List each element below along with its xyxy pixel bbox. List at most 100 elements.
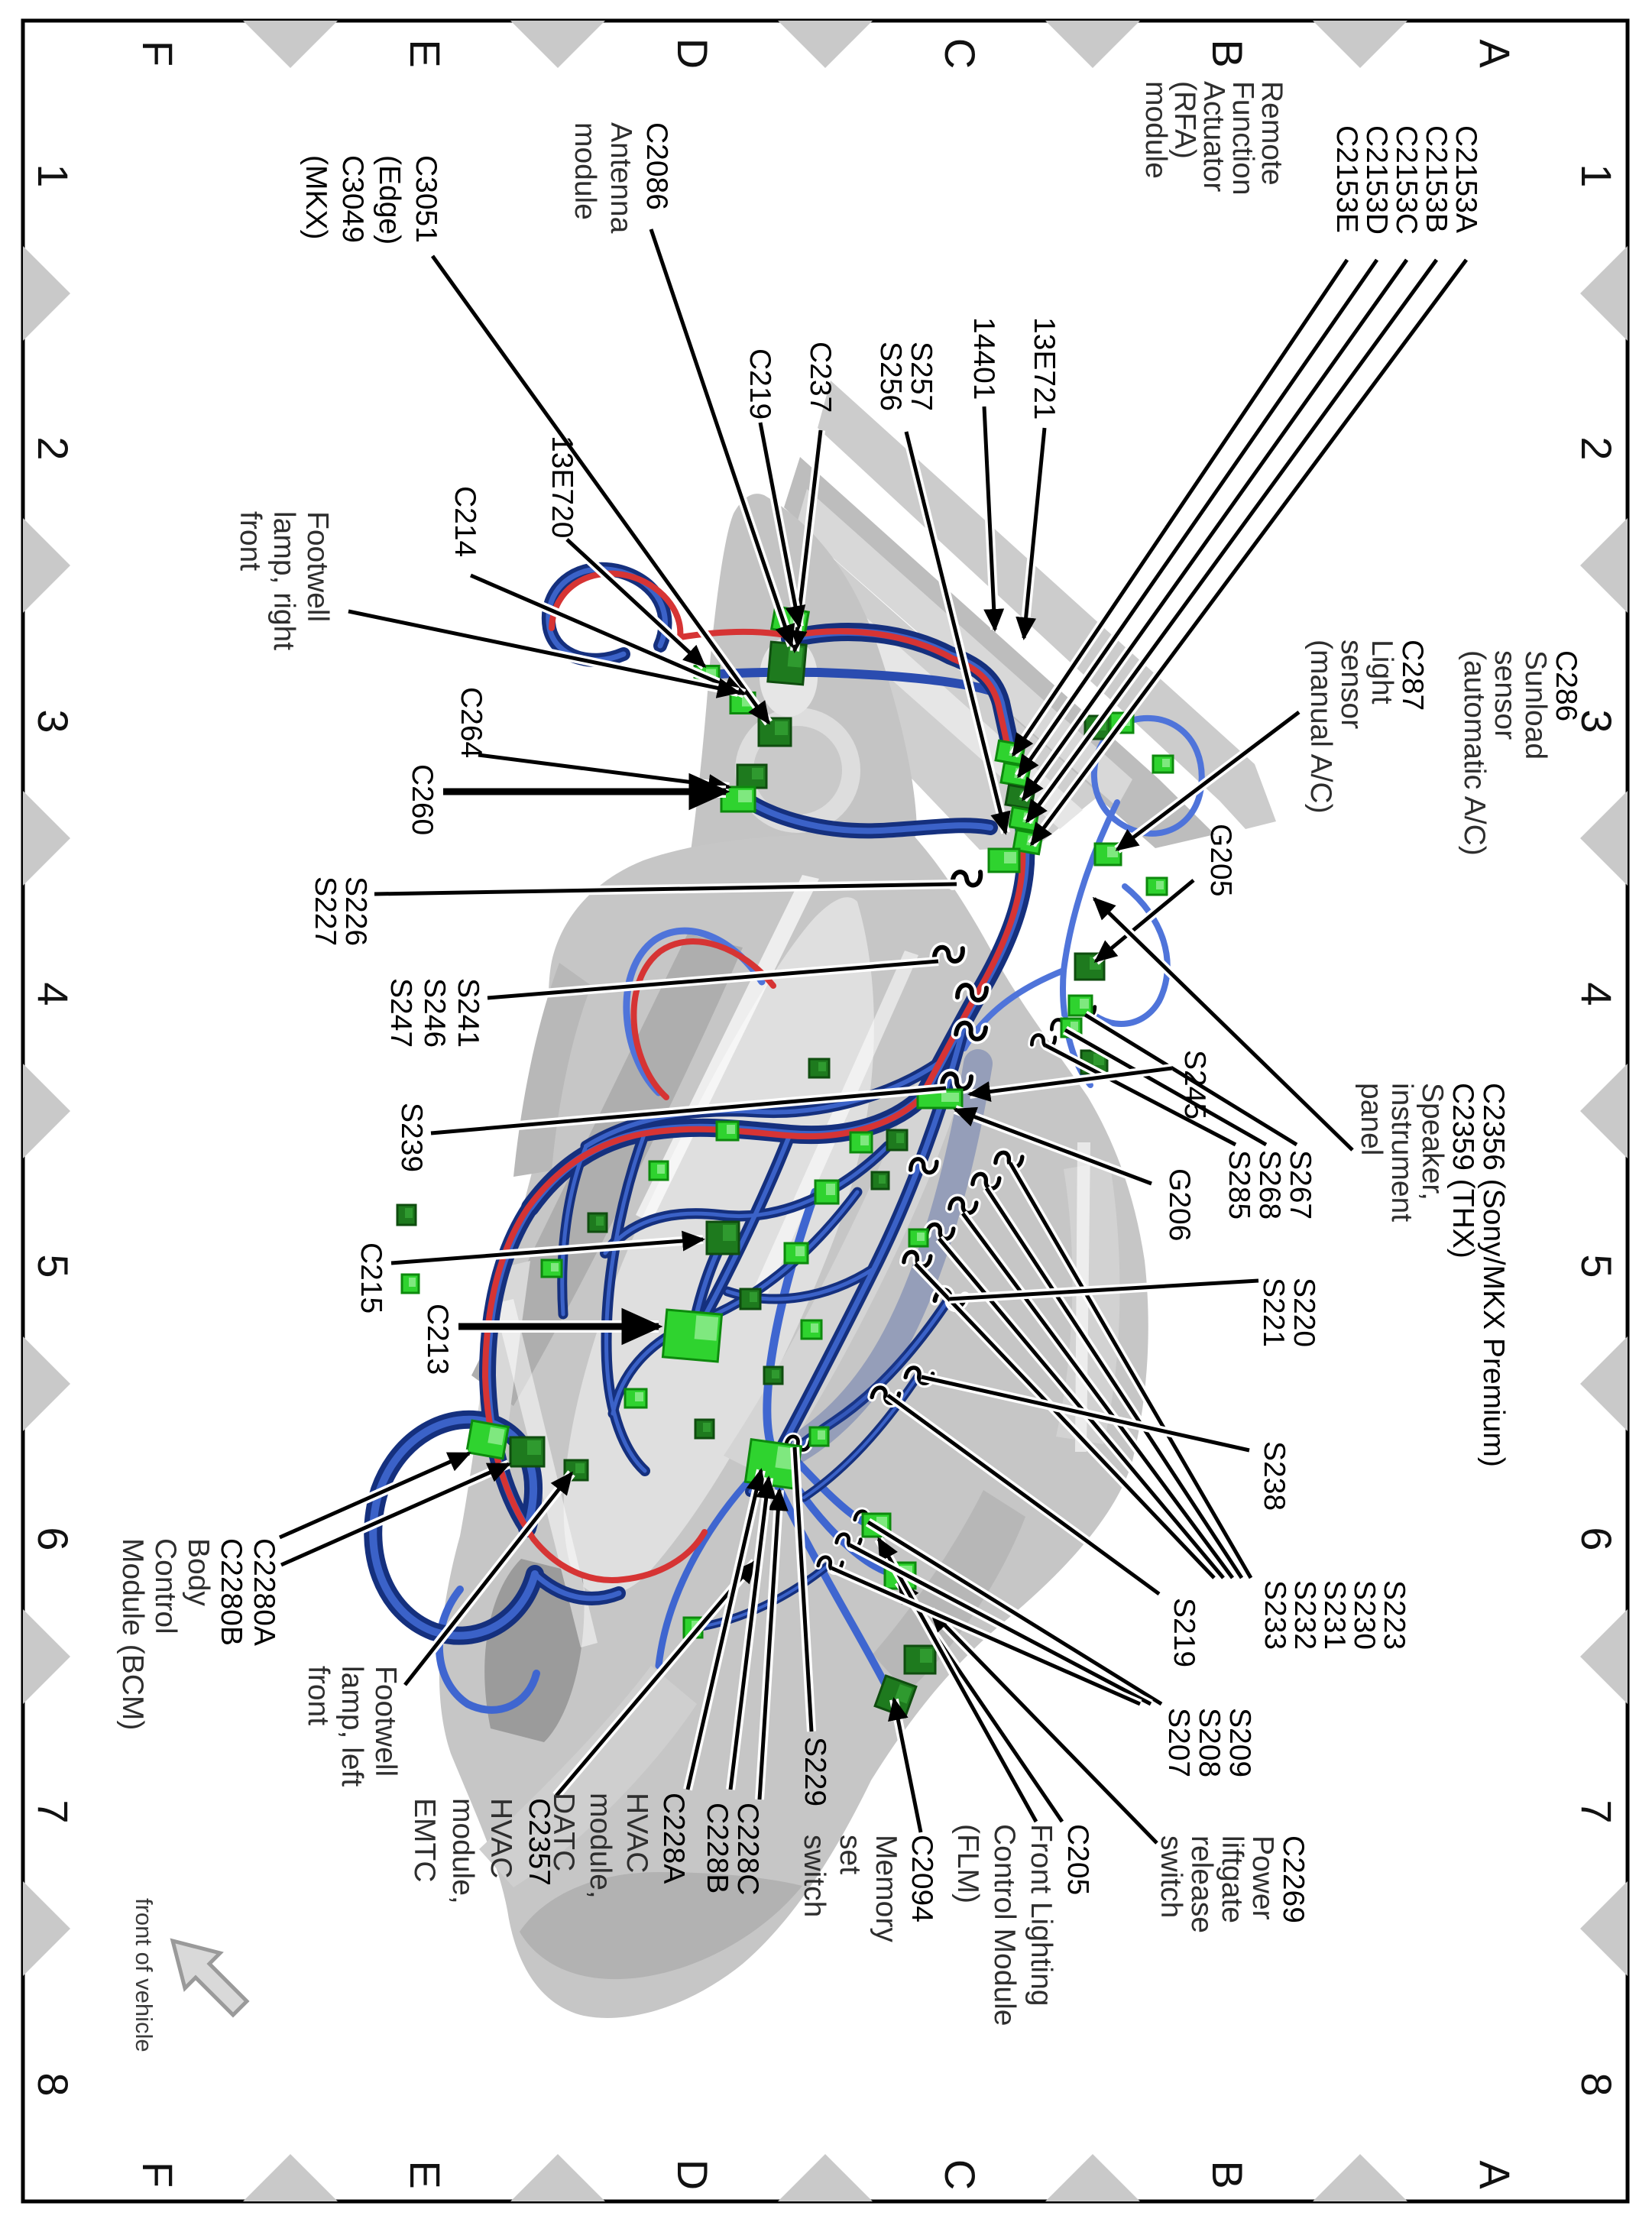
svg-text:B: B (1203, 39, 1252, 67)
svg-text:front of vehicle: front of vehicle (131, 1898, 157, 2052)
svg-text:C2153C: C2153C (1390, 125, 1423, 235)
svg-text:Function: Function (1226, 81, 1259, 196)
svg-text:C2280B: C2280B (215, 1538, 248, 1646)
svg-text:C2153E: C2153E (1330, 125, 1363, 233)
svg-text:C2280A: C2280A (248, 1538, 280, 1646)
svg-text:(RFA): (RFA) (1168, 81, 1201, 159)
svg-text:1: 1 (29, 164, 77, 187)
svg-text:D: D (669, 38, 717, 69)
svg-text:Body: Body (182, 1538, 215, 1606)
svg-text:module,: module, (446, 1798, 479, 1904)
svg-text:S226: S226 (339, 876, 372, 946)
svg-text:S219: S219 (1168, 1598, 1200, 1667)
svg-text:S223: S223 (1378, 1580, 1411, 1650)
svg-text:S220: S220 (1288, 1278, 1320, 1347)
svg-text:S245: S245 (1178, 1050, 1211, 1119)
svg-text:module: module (568, 122, 601, 220)
svg-text:G205: G205 (1204, 824, 1237, 896)
svg-text:4: 4 (1573, 982, 1621, 1006)
svg-text:instrument: instrument (1385, 1083, 1418, 1222)
svg-text:C228A: C228A (657, 1793, 690, 1884)
svg-text:C260: C260 (406, 764, 439, 835)
svg-text:C2153B: C2153B (1420, 125, 1453, 233)
svg-text:2: 2 (1573, 436, 1621, 460)
svg-text:Module (BCM): Module (BCM) (116, 1538, 149, 1730)
svg-text:S229: S229 (798, 1737, 831, 1806)
svg-text:S207: S207 (1162, 1708, 1195, 1777)
svg-text:C264: C264 (455, 687, 488, 758)
svg-text:S246: S246 (418, 978, 451, 1048)
svg-text:S233: S233 (1258, 1580, 1291, 1650)
svg-text:panel: panel (1355, 1083, 1388, 1155)
svg-text:lamp, right: lamp, right (267, 511, 300, 650)
svg-text:E: E (401, 39, 449, 67)
svg-text:F: F (134, 2162, 182, 2188)
svg-text:C205: C205 (1061, 1824, 1094, 1895)
svg-text:S239: S239 (395, 1103, 428, 1172)
svg-text:(manual A/C): (manual A/C) (1304, 640, 1337, 814)
svg-text:F: F (134, 40, 182, 66)
svg-text:(FLM): (FLM) (951, 1824, 984, 1903)
svg-text:C215: C215 (355, 1242, 387, 1314)
svg-text:8: 8 (29, 2072, 77, 2096)
svg-text:C2357: C2357 (523, 1798, 556, 1886)
svg-text:2: 2 (29, 436, 77, 460)
svg-text:8: 8 (1573, 2072, 1621, 2096)
svg-text:HVAC: HVAC (620, 1793, 653, 1873)
svg-text:S230: S230 (1348, 1580, 1381, 1650)
svg-text:liftgate: liftgate (1216, 1835, 1249, 1923)
svg-text:13E720: 13E720 (546, 436, 578, 538)
svg-text:S257: S257 (905, 342, 938, 411)
svg-text:A: A (1471, 39, 1519, 68)
svg-text:HVAC: HVAC (484, 1798, 517, 1878)
svg-text:4: 4 (29, 982, 77, 1006)
svg-text:5: 5 (29, 1254, 77, 1278)
svg-text:S267: S267 (1284, 1150, 1317, 1220)
svg-text:EMTC: EMTC (408, 1798, 441, 1883)
svg-text:C2359 (THX): C2359 (THX) (1446, 1083, 1479, 1259)
svg-text:Memory: Memory (870, 1835, 902, 1942)
svg-text:C228B: C228B (701, 1803, 734, 1893)
svg-text:S247: S247 (384, 978, 417, 1048)
svg-text:C228C: C228C (731, 1803, 764, 1895)
svg-text:switch: switch (798, 1835, 831, 1917)
svg-text:(automatic A/C): (automatic A/C) (1458, 650, 1491, 856)
svg-text:(MKX): (MKX) (300, 155, 332, 240)
svg-text:switch: switch (1155, 1835, 1187, 1918)
svg-text:front: front (234, 511, 267, 571)
svg-text:C2094: C2094 (905, 1835, 938, 1923)
svg-text:C2356 (Sony/MKX Premium): C2356 (Sony/MKX Premium) (1477, 1083, 1510, 1467)
svg-text:C287: C287 (1396, 640, 1429, 711)
svg-text:C2153A: C2153A (1450, 125, 1482, 233)
svg-text:Actuator: Actuator (1197, 81, 1230, 192)
svg-text:3: 3 (1573, 709, 1621, 733)
svg-text:C: C (936, 2159, 984, 2190)
svg-text:sensor: sensor (1488, 650, 1521, 740)
svg-text:C2086: C2086 (640, 122, 673, 210)
svg-text:release: release (1185, 1835, 1218, 1933)
svg-text:Power: Power (1246, 1835, 1279, 1920)
svg-text:Front Lighting: Front Lighting (1025, 1824, 1058, 2006)
svg-text:S208: S208 (1193, 1708, 1226, 1777)
svg-text:6: 6 (1573, 1527, 1621, 1550)
svg-text:Remote: Remote (1255, 81, 1288, 186)
svg-text:Footwell: Footwell (301, 511, 334, 622)
svg-text:G206: G206 (1163, 1168, 1196, 1241)
svg-text:C286: C286 (1550, 650, 1582, 721)
svg-text:S232: S232 (1288, 1580, 1321, 1650)
svg-text:B: B (1203, 2160, 1252, 2188)
svg-text:front: front (302, 1666, 335, 1725)
svg-text:S241: S241 (452, 978, 484, 1048)
svg-text:C2269: C2269 (1277, 1835, 1310, 1923)
svg-text:6: 6 (29, 1527, 77, 1550)
svg-text:7: 7 (29, 1799, 77, 1823)
svg-text:Control Module: Control Module (988, 1824, 1021, 2026)
svg-text:(Edge): (Edge) (373, 155, 406, 245)
svg-text:14401: 14401 (967, 317, 1000, 400)
svg-text:3: 3 (29, 709, 77, 733)
svg-text:S221: S221 (1257, 1278, 1290, 1347)
svg-text:S227: S227 (309, 876, 342, 946)
svg-text:S256: S256 (874, 342, 907, 411)
svg-text:S268: S268 (1253, 1150, 1286, 1220)
svg-text:Sunload: Sunload (1519, 650, 1552, 760)
